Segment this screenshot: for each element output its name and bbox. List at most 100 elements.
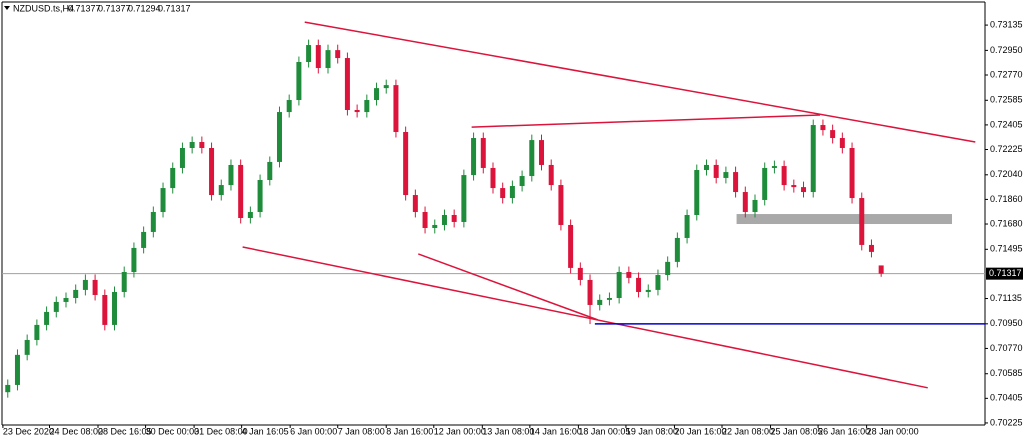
candle-body — [228, 164, 234, 186]
y-tick-label: 0.70405 — [990, 393, 1023, 403]
candle-body — [44, 311, 50, 325]
candle-body — [82, 279, 88, 290]
candle-body — [141, 231, 147, 248]
candle-body — [364, 100, 370, 113]
candle-body — [209, 148, 215, 196]
y-tick-label: 0.71860 — [990, 194, 1023, 204]
candle-body — [587, 279, 593, 305]
candle-body — [374, 88, 380, 101]
candle-body — [713, 164, 719, 178]
candle-body — [170, 167, 176, 189]
y-tick-label: 0.72585 — [990, 95, 1023, 105]
candle-body — [616, 272, 622, 298]
y-tick-label: 0.72040 — [990, 169, 1023, 179]
menu-arrow[interactable] — [4, 6, 10, 10]
y-tick-label: 0.71495 — [990, 244, 1023, 254]
candle-body — [112, 291, 118, 325]
candle-body — [471, 138, 477, 176]
candle-body — [315, 45, 321, 69]
candle-body — [577, 267, 583, 280]
y-tick-label: 0.70770 — [990, 343, 1023, 353]
x-tick-label: 30 Dec 00:00 — [146, 426, 200, 436]
x-tick-label: 24 Dec 08:00 — [49, 426, 103, 436]
candle-body — [247, 211, 253, 219]
candle-body — [529, 140, 535, 177]
candle-body — [14, 354, 20, 385]
candle-body — [344, 58, 350, 110]
candle-body — [665, 261, 671, 276]
candle-body — [441, 214, 447, 225]
y-tick-label: 0.73135 — [990, 19, 1023, 29]
candle-body — [791, 185, 797, 188]
candle-body — [296, 62, 302, 101]
candle-body — [606, 297, 612, 300]
candle-body — [179, 148, 185, 168]
candle-body — [645, 289, 651, 292]
x-tick-label: 25 Jan 08:05 — [771, 426, 823, 436]
price-label: 0.71317 — [989, 268, 1022, 278]
candle-body — [218, 185, 224, 196]
y-tick-label: 0.72405 — [990, 119, 1023, 129]
candle-body — [238, 164, 244, 219]
candle-body — [636, 277, 642, 292]
y-tick-label: 0.71680 — [990, 218, 1023, 228]
candle-body — [539, 140, 545, 165]
x-tick-label: 28 Jan 00:00 — [867, 426, 919, 436]
price-label-box — [986, 267, 1023, 280]
support-zone — [736, 214, 953, 225]
candle-body — [102, 294, 108, 325]
trend-line — [242, 246, 928, 389]
candle-body — [121, 272, 127, 292]
candle-body — [73, 289, 79, 298]
candle-body — [451, 214, 457, 222]
chart-title: NZDUSD.ts,H4 — [13, 3, 74, 13]
candle-body — [461, 175, 467, 222]
candle-body — [723, 172, 729, 178]
x-tick-label: 13 Jan 08:00 — [482, 426, 534, 436]
candle-body — [810, 125, 816, 193]
candle-body — [160, 188, 166, 212]
candle-body — [150, 211, 156, 232]
candle-body — [509, 186, 515, 199]
x-tick-label: 20 Jan 16:00 — [674, 426, 726, 436]
candle-body — [752, 199, 758, 212]
header-low: 0.71294 — [128, 3, 161, 13]
x-tick-label: 12 Jan 00:00 — [434, 426, 486, 436]
candle-body — [859, 198, 865, 245]
header-high: 0.71377 — [98, 3, 131, 13]
x-tick-label: 26 Jan 16:00 — [818, 426, 870, 436]
y-tick-label: 0.71135 — [990, 293, 1022, 303]
candle-body — [257, 179, 263, 212]
x-tick-label: 8 Jan 16:00 — [386, 426, 433, 436]
candle-body — [199, 141, 205, 149]
candle-body — [519, 176, 525, 187]
x-tick-label: 6 Jan 00:00 — [290, 426, 337, 436]
candle-body — [92, 279, 98, 295]
candle-body — [189, 141, 195, 149]
candle-body — [480, 138, 486, 168]
candle-body — [306, 45, 312, 63]
candle-body — [412, 195, 418, 212]
candle-body — [490, 167, 496, 189]
y-tick-label: 0.70225 — [990, 417, 1023, 427]
candle-body — [548, 164, 554, 186]
candle-body — [500, 188, 506, 199]
x-tick-label: 23 Dec 2020 — [3, 426, 54, 436]
candle-body — [684, 214, 690, 238]
x-tick-label: 28 Dec 16:05 — [98, 426, 152, 436]
candle-body — [868, 244, 874, 252]
x-tick-label: 18 Jan 00:05 — [578, 426, 630, 436]
candle-body — [781, 166, 787, 186]
candle-body — [53, 301, 59, 312]
candle-body — [597, 299, 603, 305]
candle-body — [422, 211, 428, 228]
header-close: 0.71317 — [158, 3, 191, 13]
candle-body — [762, 167, 768, 200]
candle-body — [771, 166, 777, 168]
y-tick-label: 0.70950 — [990, 318, 1023, 328]
candle-body — [820, 125, 826, 131]
candle-body — [801, 187, 807, 193]
x-tick-label: 22 Jan 08:00 — [722, 426, 774, 436]
